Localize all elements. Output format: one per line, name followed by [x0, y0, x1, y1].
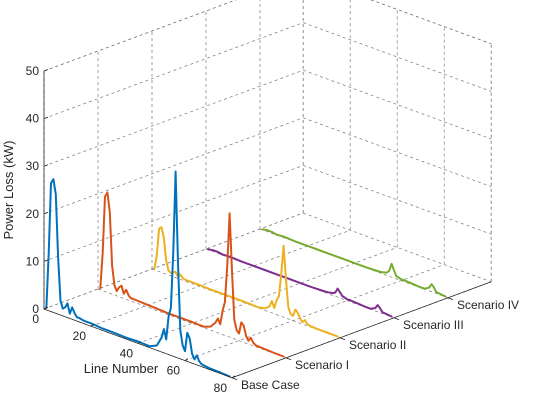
x-tick-mark [43, 306, 48, 310]
z-tick-label: 40 [26, 112, 40, 126]
x-tick-mark [90, 323, 95, 327]
x-axis-label: Line Number [84, 361, 159, 376]
y-tick-mark [285, 357, 292, 361]
z-tick-label: 10 [26, 254, 40, 268]
series-line [99, 191, 285, 358]
x-tick-label: 60 [167, 364, 181, 378]
z-tick-mark [43, 69, 49, 72]
grid-line-z-back [43, 22, 304, 119]
grid-line-x-floor [137, 247, 398, 344]
grid-line-z-side [303, 117, 492, 187]
z-axis-label: Power Loss (kW) [1, 141, 16, 240]
series-layer [45, 170, 447, 378]
series-line [45, 170, 231, 378]
z-tick-mark [43, 164, 49, 167]
y-tick-label: Scenario II [349, 338, 406, 352]
x-tick-label: 20 [73, 329, 87, 343]
grid-line-z-back [43, 69, 304, 167]
y-tick-label: Scenario III [403, 318, 464, 332]
box-edge-top-left [43, 0, 237, 72]
z-tick-label: 0 [32, 302, 39, 316]
x-tick-label: 40 [120, 346, 134, 360]
grid-line-z-side [303, 69, 492, 140]
y-tick-mark [339, 337, 346, 341]
series-line [261, 228, 447, 298]
z-tick-label: 20 [26, 207, 40, 221]
grid-line-z-back [43, 117, 304, 215]
z-tick-mark [43, 211, 49, 215]
grid-line-x-floor [90, 229, 351, 327]
z-tick-mark [43, 259, 49, 262]
z-tick-label: 50 [26, 64, 40, 78]
x-tick-label: 80 [214, 381, 228, 395]
y-tick-label: Scenario I [295, 358, 349, 372]
x-tick-mark [137, 341, 142, 344]
series-line [153, 226, 339, 338]
y-tick-mark [393, 317, 400, 321]
y-tick-label: Base Case [241, 378, 300, 392]
y-tick-label: Scenario IV [457, 298, 519, 312]
y-tick-mark [447, 297, 454, 301]
y-tick-mark [231, 377, 238, 381]
x-tick-label: 0 [32, 312, 39, 326]
series-line [207, 248, 393, 318]
grid-line-z-side [303, 22, 492, 92]
grid-line-z-side [303, 165, 492, 235]
x-tick-mark [231, 375, 236, 379]
z-tick-label: 30 [26, 159, 40, 173]
grid-line-z-back [43, 0, 237, 72]
x-tick-mark [184, 358, 189, 361]
z-tick-mark [43, 116, 49, 119]
